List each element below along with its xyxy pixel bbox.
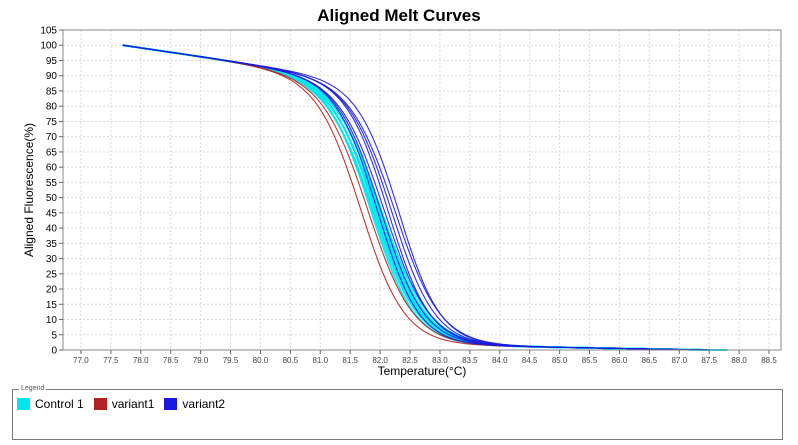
melt-curve-plot: 0 5 10 15 20 25 30 35 40 45 50 55 60 65 70 75 80 85 90 95 10… [22, 26, 782, 378]
x-tick-label: 88.0 [731, 356, 747, 365]
y-tick-label: 40 [46, 224, 58, 235]
x-tick-label: 79.0 [193, 356, 209, 365]
x-tick-label: 79.5 [223, 356, 239, 365]
legend-label: Control 1 [35, 397, 84, 411]
grid [63, 29, 781, 351]
legend-swatch [164, 398, 178, 410]
y-tick-label: 100 [40, 41, 57, 52]
y-tick-label: 50 [46, 193, 58, 204]
legend-label: variant2 [182, 397, 226, 411]
x-tick-label: 80.5 [283, 356, 299, 365]
y-tick-label: 20 [46, 285, 58, 296]
x-tick-label: 84.5 [522, 356, 538, 365]
y-tick-label: 75 [46, 117, 58, 128]
y-tick-label: 95 [46, 56, 58, 67]
ticks: 0 5 10 15 20 25 30 35 40 45 50 55 60 65 70 75 80 85 90 95 10… [40, 26, 777, 366]
legend: Legend Control 1 variant1 variant2 [12, 383, 783, 440]
x-tick-label: 87.5 [701, 356, 717, 365]
y-tick-label: 60 [46, 163, 58, 174]
legend-item: Control 1 [17, 397, 84, 411]
x-tick-label: 80.0 [253, 356, 269, 365]
x-tick-label: 77.0 [73, 356, 89, 365]
x-axis-label: Temperature(°C) [378, 364, 467, 378]
curve-variant2 [122, 44, 728, 351]
x-tick-label: 83.5 [462, 356, 478, 365]
x-tick-label: 81.0 [312, 356, 328, 365]
y-tick-label: 70 [46, 132, 58, 143]
y-tick-label: 35 [46, 239, 58, 250]
legend-items: Control 1 variant1 variant2 [17, 397, 235, 411]
y-tick-label: 10 [46, 315, 58, 326]
x-tick-label: 86.0 [612, 356, 628, 365]
x-tick-label: 83.0 [432, 356, 448, 365]
y-tick-label: 90 [46, 71, 58, 82]
legend-item: variant2 [164, 397, 225, 411]
y-tick-label: 55 [46, 178, 58, 189]
curves [122, 44, 728, 351]
y-tick-label: 85 [46, 86, 58, 97]
y-tick-label: 5 [51, 330, 57, 341]
x-tick-label: 82.5 [402, 356, 418, 365]
y-axis-label: Aligned Fluorescence(%) [22, 123, 36, 257]
y-tick-label: 45 [46, 208, 58, 219]
y-tick-label: 105 [40, 26, 57, 37]
x-tick-label: 77.5 [103, 356, 119, 365]
x-tick-label: 85.0 [552, 356, 568, 365]
y-tick-label: 15 [46, 300, 58, 311]
plot-frame [62, 29, 782, 351]
legend-label: variant1 [111, 397, 155, 411]
x-tick-label: 86.5 [642, 356, 658, 365]
y-tick-label: 80 [46, 102, 58, 113]
legend-title: Legend [19, 383, 47, 395]
x-tick-label: 82.0 [372, 356, 388, 365]
y-tick-label: 65 [46, 147, 58, 158]
y-tick-label: 0 [51, 346, 57, 357]
x-tick-label: 84.0 [492, 356, 508, 365]
legend-swatch [17, 398, 30, 410]
x-tick-label: 78.5 [163, 356, 179, 365]
chart-title: Aligned Melt Curves [317, 6, 481, 25]
y-tick-label: 30 [46, 254, 58, 265]
x-tick-label: 78.0 [133, 356, 149, 365]
x-tick-label: 81.5 [342, 356, 358, 365]
legend-item: variant1 [93, 397, 155, 411]
x-tick-label: 87.0 [671, 356, 687, 365]
y-tick-label: 25 [46, 269, 58, 280]
x-tick-label: 85.5 [582, 356, 598, 365]
legend-swatch [93, 398, 107, 410]
x-tick-label: 88.5 [761, 356, 777, 365]
